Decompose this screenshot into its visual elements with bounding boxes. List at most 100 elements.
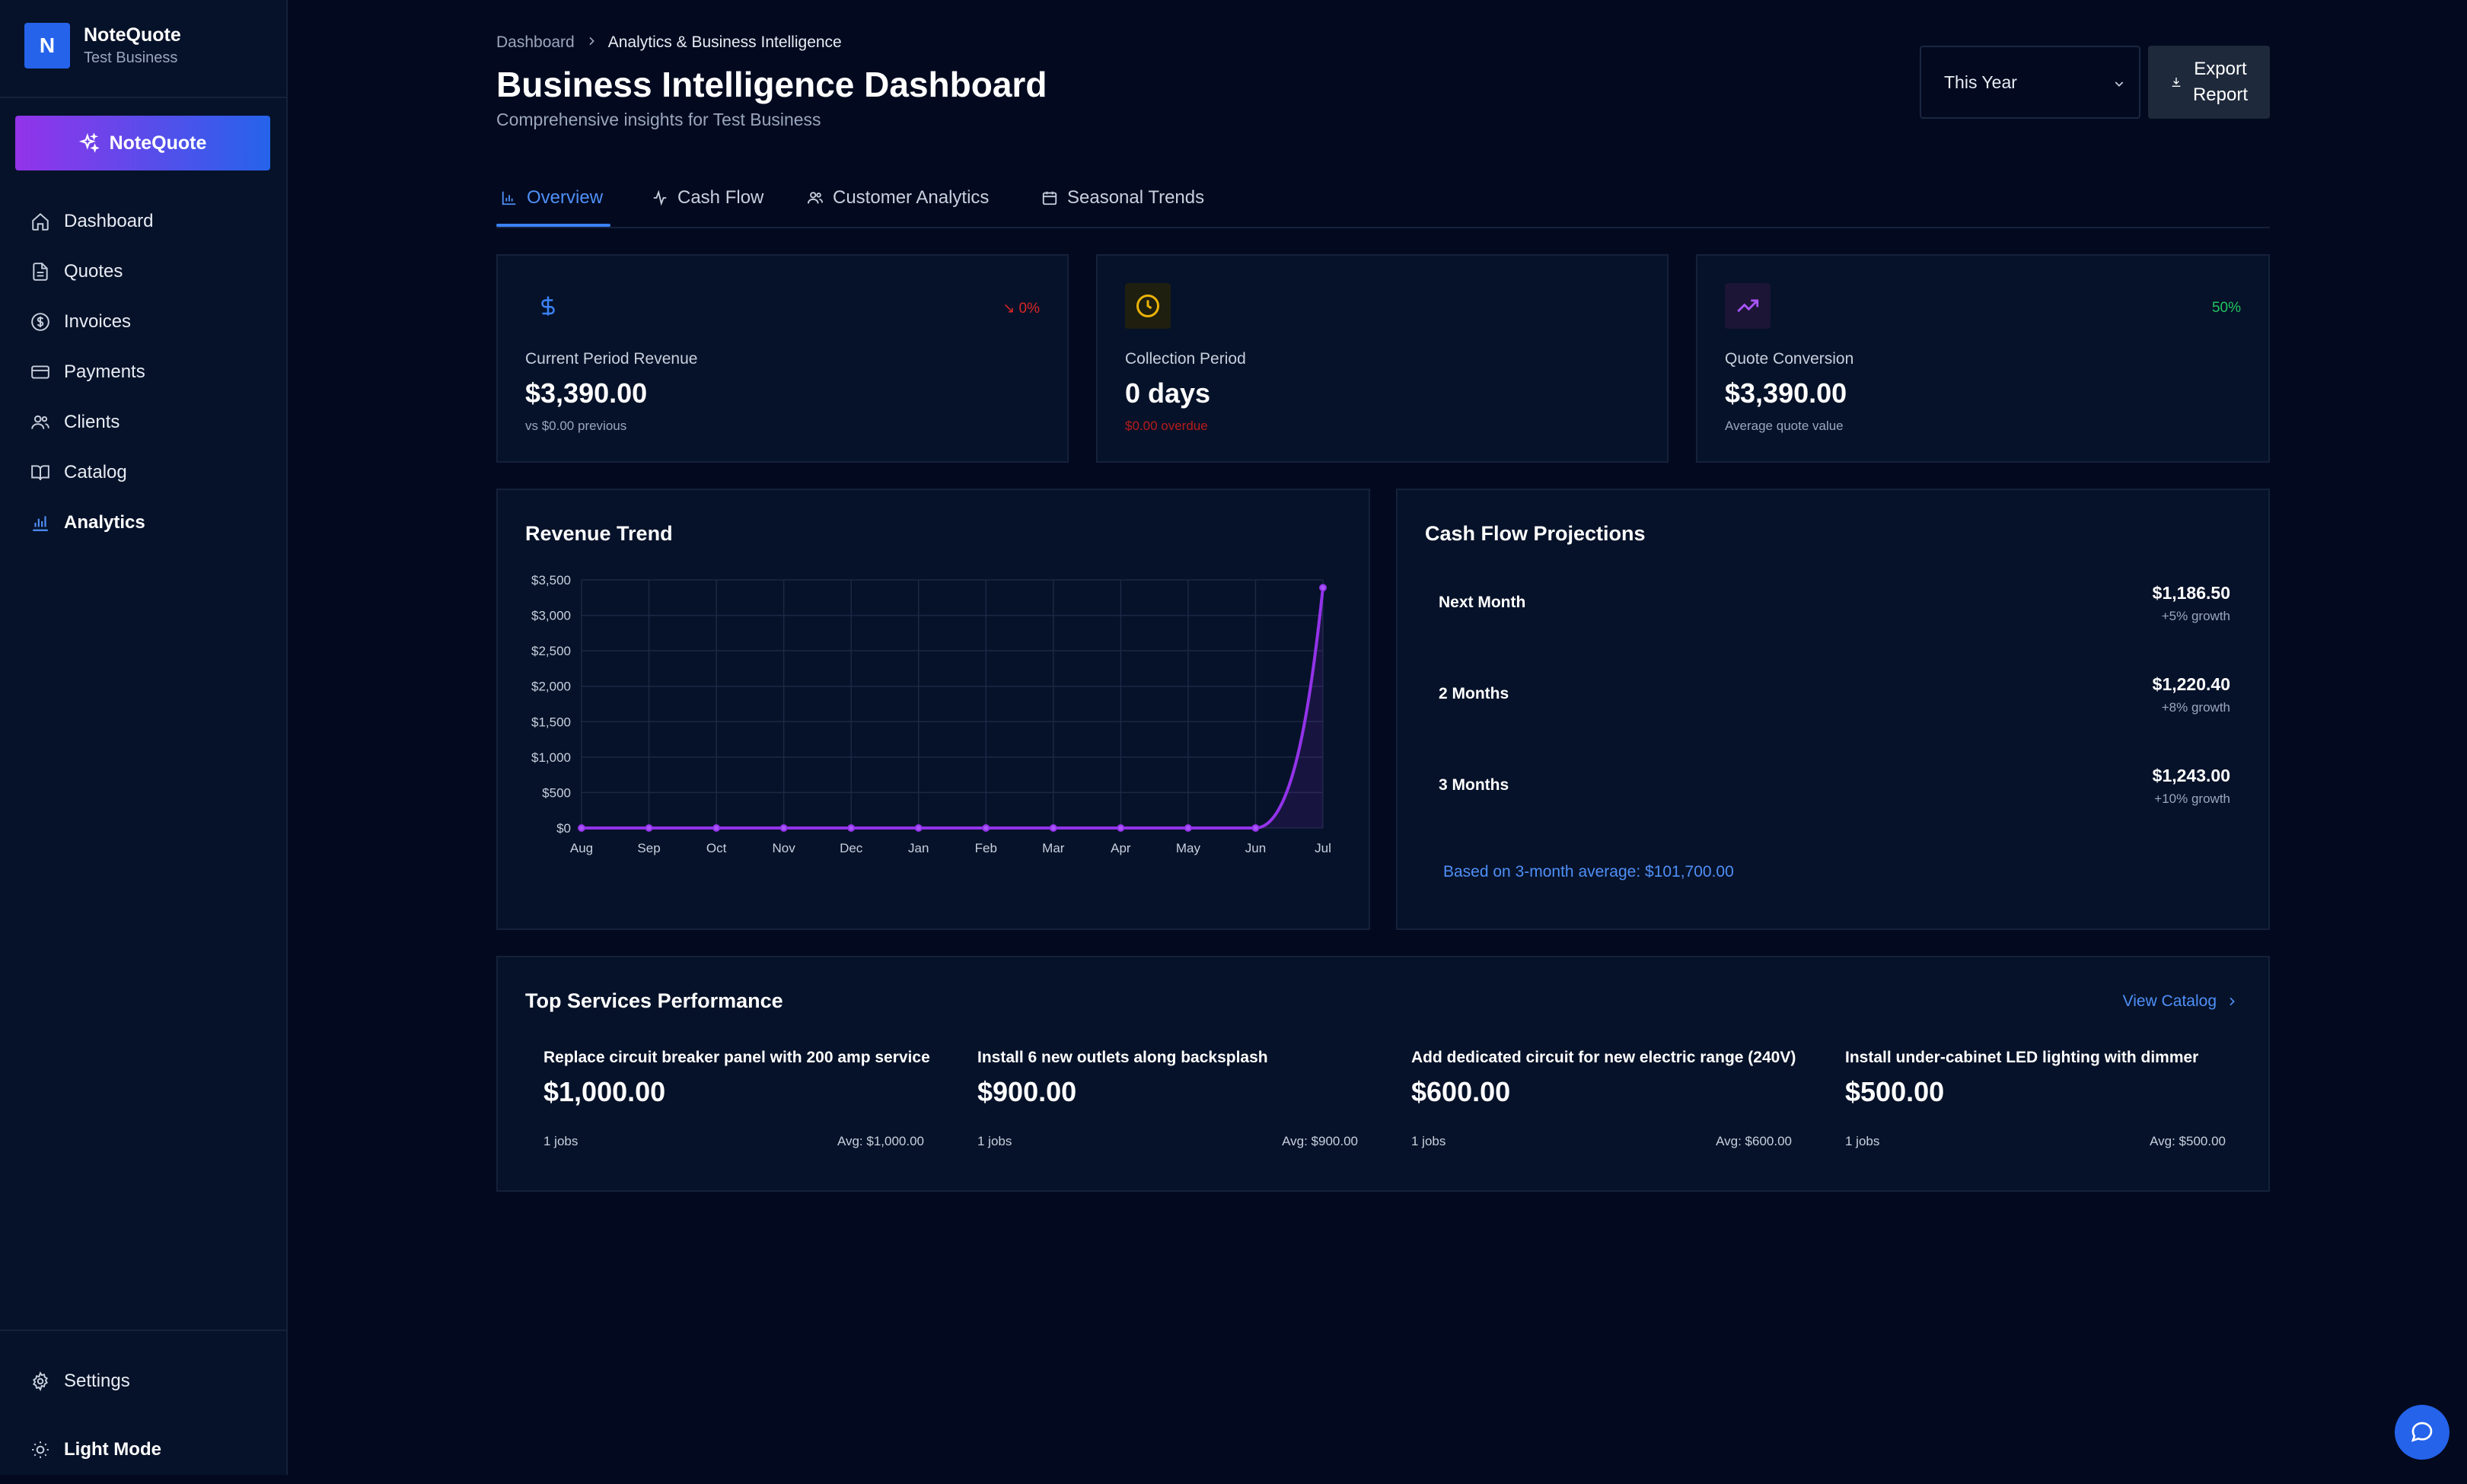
calendar-icon — [1042, 191, 1057, 205]
sun-icon — [32, 1441, 49, 1458]
stat-note: Average quote value — [1725, 419, 1844, 433]
sidebar-item-settings[interactable]: Settings — [30, 1347, 161, 1416]
dollar-icon — [525, 283, 571, 329]
stat-card-conversion: 50% Quote Conversion $3,390.00 Average q… — [1696, 254, 2270, 463]
brand-logo: N — [24, 23, 70, 68]
breadcrumb-parent[interactable]: Dashboard — [496, 33, 575, 51]
cash-flow-period: 2 Months — [1439, 685, 1509, 702]
tab-label: Cash Flow — [677, 187, 764, 208]
trend-badge: 50% — [2211, 300, 2241, 316]
sidebar-item-label: Quotes — [64, 261, 123, 282]
sidebar-bottom: Settings Light Mode — [30, 1347, 161, 1484]
gear-icon — [32, 1371, 49, 1391]
service-jobs: 1 jobs — [543, 1134, 579, 1148]
cash-flow-period: 3 Months — [1439, 776, 1509, 794]
cash-flow-amount: $1,243.00 — [2152, 766, 2230, 785]
data-point — [914, 824, 923, 832]
page-subtitle: Comprehensive insights for Test Business — [496, 110, 821, 129]
sidebar-item-clients[interactable]: Clients — [30, 397, 153, 447]
x-tick-label: Apr — [1111, 841, 1131, 855]
y-tick-label: $3,500 — [531, 573, 571, 588]
cash-flow-amount: $1,186.50 — [2152, 583, 2230, 603]
view-catalog-link[interactable]: View Catalog — [2123, 992, 2238, 1011]
theme-toggle[interactable]: Light Mode — [30, 1416, 161, 1484]
theme-toggle-label: Light Mode — [64, 1439, 161, 1460]
activity-icon — [653, 189, 667, 206]
data-point — [1117, 824, 1125, 832]
service-avg: Avg: $1,000.00 — [837, 1134, 924, 1148]
brand-name: NoteQuote — [84, 24, 181, 46]
notequote-cta-button[interactable]: NoteQuote — [15, 116, 270, 170]
sidebar-item-label: Clients — [64, 412, 120, 432]
trending-up-icon — [1725, 283, 1771, 329]
chat-button[interactable] — [2395, 1405, 2449, 1460]
service-name: Install under-cabinet LED lighting with … — [1845, 1049, 2199, 1066]
x-tick-label: Oct — [706, 841, 727, 855]
breadcrumb-current: Analytics & Business Intelligence — [607, 33, 842, 51]
sidebar-item-analytics[interactable]: Analytics — [30, 498, 153, 548]
bar-chart-icon — [502, 191, 516, 205]
series-area — [582, 588, 1323, 828]
revenue-trend-chart: $0 $500 $1,000 $1,500 $2,000 $2,500 $3,000 $3,5… — [531, 573, 1331, 855]
sidebar: N NoteQuote Test Business NoteQuote Dash… — [0, 0, 288, 1475]
tab-seasonal-trends[interactable]: Seasonal Trends — [1041, 169, 1204, 227]
revenue-trend-card: Revenue Trend $0 $500 $1,000 $1,500 $2,000 $2… — [496, 489, 1370, 930]
stat-card-revenue: ↘ 0% Current Period Revenue $3,390.00 vs… — [496, 254, 1069, 463]
sidebar-item-quotes[interactable]: Quotes — [30, 247, 153, 297]
service-amount: $900.00 — [977, 1076, 1077, 1107]
service-avg: Avg: $600.00 — [1716, 1134, 1792, 1148]
export-label-line2: Report — [2192, 84, 2249, 105]
sidebar-item-label: Dashboard — [64, 211, 154, 231]
cash-flow-row: 2 Months $1,220.40 +8% growth — [1439, 667, 2230, 728]
series-line — [582, 588, 1324, 830]
tab-bar: Overview Cash Flow Customer Analytics Se… — [496, 169, 2270, 228]
tab-cash-flow[interactable]: Cash Flow — [652, 169, 763, 227]
service-item[interactable]: Add dedicated circuit for new electric r… — [1411, 1049, 1796, 1148]
sidebar-item-payments[interactable]: Payments — [30, 347, 153, 397]
cash-flow-growth: +5% growth — [2161, 609, 2230, 623]
sidebar-item-invoices[interactable]: Invoices — [30, 297, 153, 347]
service-item[interactable]: Install 6 new outlets along backsplash $… — [977, 1049, 1358, 1148]
service-item[interactable]: Install under-cabinet LED lighting with … — [1845, 1049, 2226, 1148]
x-tick-label: Sep — [637, 841, 660, 855]
sidebar-item-dashboard[interactable]: Dashboard — [30, 196, 153, 247]
tab-overview[interactable]: Overview — [501, 169, 603, 227]
top-services-card: Top Services Performance View Catalog Re… — [496, 956, 2270, 1192]
sidebar-item-label: Payments — [64, 361, 145, 382]
view-catalog-label: View Catalog — [2122, 992, 2217, 1010]
export-report-button[interactable]: Export Report — [2148, 46, 2270, 119]
tab-customer-analytics[interactable]: Customer Analytics — [807, 169, 989, 227]
sidebar-item-label: Settings — [64, 1371, 130, 1391]
tab-label: Customer Analytics — [833, 187, 990, 208]
data-point — [1184, 824, 1192, 832]
period-select[interactable]: This Year — [1920, 46, 2140, 119]
business-name: Test Business — [84, 49, 178, 66]
service-avg: Avg: $500.00 — [2150, 1134, 2226, 1148]
x-tick-label: Mar — [1042, 841, 1065, 855]
y-tick-label: $0 — [556, 821, 571, 836]
clock-icon — [1125, 283, 1171, 329]
cash-flow-row: Next Month $1,186.50 +5% growth — [1439, 575, 2230, 636]
service-name: Replace circuit breaker panel with 200 a… — [543, 1049, 930, 1066]
sidebar-item-label: Catalog — [64, 462, 127, 482]
x-tick-label: Nov — [773, 841, 796, 855]
sidebar-item-catalog[interactable]: Catalog — [30, 447, 153, 498]
data-point — [578, 824, 585, 832]
y-tick-label: $1,500 — [531, 715, 571, 729]
service-jobs: 1 jobs — [1845, 1134, 1880, 1148]
stat-note: vs $0.00 previous — [525, 419, 627, 433]
dollar-circle-icon — [31, 313, 49, 331]
chat-icon — [2411, 1422, 2433, 1442]
book-icon — [31, 465, 49, 480]
brand[interactable]: N NoteQuote Test Business — [24, 23, 181, 68]
cta-label: NoteQuote — [109, 132, 207, 154]
users-icon — [31, 415, 49, 429]
tab-label: Overview — [527, 187, 604, 208]
service-item[interactable]: Replace circuit breaker panel with 200 a… — [543, 1049, 930, 1148]
sidebar-item-label: Invoices — [64, 311, 132, 332]
cash-flow-growth: +8% growth — [2161, 700, 2230, 715]
cash-flow-card: Cash Flow Projections Next Month $1,186.… — [1396, 489, 2270, 930]
trend-badge: ↘ 0% — [1002, 301, 1040, 317]
stat-label: Quote Conversion — [1725, 350, 1854, 368]
stat-value: 0 days — [1125, 377, 1211, 409]
